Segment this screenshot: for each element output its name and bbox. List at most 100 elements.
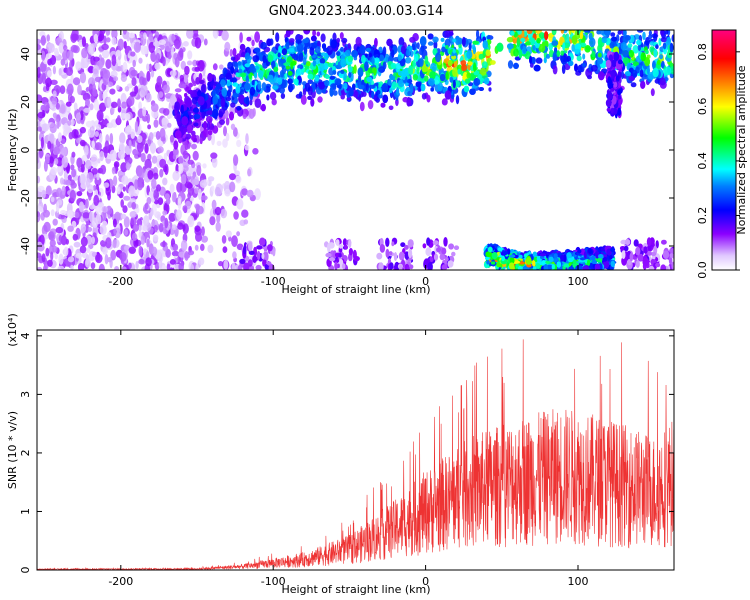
heatmap-cell bbox=[113, 161, 120, 168]
heatmap-cell bbox=[45, 185, 52, 196]
heatmap-cell bbox=[198, 72, 203, 81]
heatmap-cell bbox=[37, 152, 40, 164]
heatmap-cell bbox=[113, 228, 117, 235]
heatmap-cell bbox=[452, 67, 458, 78]
heatmap-cell bbox=[134, 179, 139, 191]
heatmap-cell bbox=[75, 112, 82, 121]
heatmap-cell bbox=[455, 95, 460, 105]
heatmap-cell bbox=[588, 37, 596, 48]
heatmap-cell bbox=[400, 242, 406, 248]
heatmap-cell bbox=[62, 49, 69, 61]
heatmap-cell bbox=[544, 31, 549, 41]
heatmap-cell bbox=[390, 75, 396, 81]
heatmap-cell bbox=[212, 30, 219, 39]
heatmap-cell bbox=[307, 73, 314, 80]
heatmap-cell bbox=[190, 264, 195, 270]
heatmap-cell bbox=[336, 37, 341, 43]
heatmap-cell bbox=[124, 113, 131, 121]
heatmap-cell bbox=[311, 42, 318, 49]
heatmap-cell bbox=[329, 257, 336, 262]
heatmap-cell bbox=[104, 254, 109, 265]
heatmap-cell bbox=[398, 37, 405, 47]
heatmap-cell bbox=[182, 205, 188, 212]
heatmap-cell bbox=[559, 53, 564, 62]
heatmap-cell bbox=[302, 57, 307, 66]
heatmap-cell bbox=[316, 31, 321, 37]
heatmap-cell bbox=[116, 84, 120, 91]
snr-line bbox=[37, 339, 674, 570]
heatmap-cell bbox=[635, 260, 640, 268]
heatmap-cell bbox=[348, 72, 352, 78]
heatmap-cell bbox=[157, 146, 164, 154]
heatmap-cell bbox=[229, 111, 234, 121]
heatmap-cell bbox=[269, 91, 277, 101]
heatmap-cell bbox=[197, 89, 202, 97]
chart-title: GN04.2023.344.00.03.G14 bbox=[269, 4, 444, 19]
heatmap-cell bbox=[203, 38, 208, 46]
heatmap-cell bbox=[37, 120, 41, 127]
heatmap-cell bbox=[587, 75, 592, 80]
heatmap-cell bbox=[255, 264, 262, 270]
heatmap-cell bbox=[538, 32, 546, 39]
heatmap-cell bbox=[60, 209, 67, 216]
heatmap-cell bbox=[123, 216, 130, 229]
heatmap-cell bbox=[261, 245, 268, 250]
heatmap-cell bbox=[146, 113, 150, 124]
heatmap-cell bbox=[329, 75, 336, 80]
heatmap-cell bbox=[145, 257, 152, 267]
heatmap-cell bbox=[172, 243, 179, 252]
heatmap-cell bbox=[397, 54, 402, 62]
heatmap-cell bbox=[55, 201, 60, 214]
heatmap-cell bbox=[416, 42, 420, 50]
heatmap-cell bbox=[478, 87, 484, 91]
heatmap-cell bbox=[158, 39, 166, 45]
heatmap-cell bbox=[148, 132, 154, 141]
heatmap-cell bbox=[137, 135, 143, 144]
heatmap-cell bbox=[617, 59, 623, 65]
heatmap-cell bbox=[139, 32, 145, 39]
heatmap-cell bbox=[111, 37, 117, 46]
heatmap-cell bbox=[105, 59, 112, 69]
heatmap-cell bbox=[138, 258, 145, 265]
heatmap-cell bbox=[529, 55, 533, 64]
heatmap-cell bbox=[645, 49, 649, 55]
heatmap-cell bbox=[481, 61, 488, 69]
heatmap-cell bbox=[187, 159, 194, 165]
y-tick-label: -20 bbox=[19, 189, 32, 207]
heatmap-cell bbox=[225, 96, 232, 102]
heatmap-cell bbox=[353, 256, 360, 262]
heatmap-cell bbox=[90, 154, 98, 166]
heatmap-cell bbox=[287, 78, 293, 85]
heatmap-cell bbox=[50, 251, 54, 261]
heatmap-cell bbox=[56, 166, 62, 173]
heatmap-cell bbox=[642, 31, 646, 41]
heatmap-cell bbox=[91, 236, 95, 245]
heatmap-cell bbox=[144, 143, 149, 154]
heatmap-cell bbox=[458, 45, 463, 55]
heatmap-cell bbox=[153, 172, 159, 180]
heatmap-cell bbox=[617, 107, 622, 117]
heatmap-cell bbox=[199, 179, 207, 188]
heatmap-cell bbox=[588, 247, 592, 254]
heatmap-cell bbox=[423, 75, 429, 82]
heatmap-cell bbox=[99, 224, 107, 235]
heatmap-cell bbox=[73, 241, 81, 248]
heatmap-cell bbox=[41, 50, 46, 62]
heatmap-cell bbox=[132, 224, 139, 232]
heatmap-cell bbox=[202, 163, 207, 169]
heatmap-cell bbox=[135, 260, 139, 270]
heatmap-cell bbox=[473, 78, 481, 86]
heatmap-cell bbox=[222, 138, 228, 148]
heatmap-cell bbox=[210, 80, 214, 88]
heatmap-cell bbox=[665, 30, 669, 35]
heatmap-cell bbox=[597, 57, 603, 65]
heatmap-cell bbox=[101, 206, 109, 213]
heatmap-cell bbox=[153, 40, 161, 47]
heatmap-cell bbox=[41, 72, 47, 85]
heatmap-cells bbox=[37, 30, 674, 270]
heatmap-cell bbox=[191, 178, 200, 186]
heatmap-cell bbox=[184, 181, 192, 189]
heatmap-cell bbox=[169, 70, 177, 77]
heatmap-cell bbox=[182, 150, 189, 159]
heatmap-cell bbox=[239, 258, 246, 264]
